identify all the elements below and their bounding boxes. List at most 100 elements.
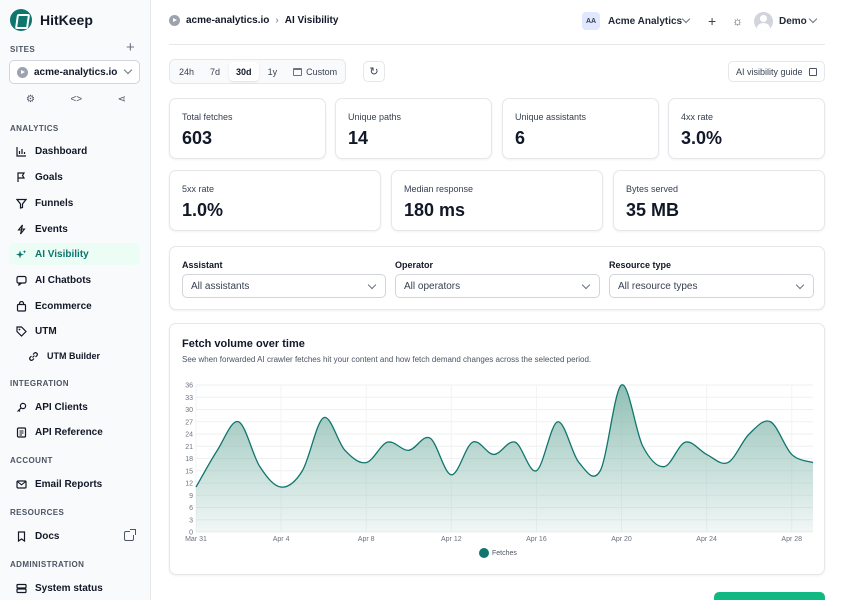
share-icon[interactable]: ⋖	[117, 94, 126, 105]
top-bar: acme-analytics.io › AI Visibility AA Acm…	[151, 0, 844, 45]
brand[interactable]: HitKeep	[10, 9, 93, 31]
stat-value: 6	[515, 128, 526, 148]
legend-swatch	[479, 548, 489, 558]
range-custom-button[interactable]: Custom	[286, 62, 344, 81]
site-selector[interactable]: acme-analytics.io	[9, 60, 140, 84]
sites-section-label: SITES	[10, 45, 36, 54]
range-24h-button[interactable]: 24h	[179, 66, 195, 77]
stat-value: 603	[182, 128, 213, 148]
stat-value: 180 ms	[404, 200, 466, 220]
stat-card-median-response: Median response 180 ms	[391, 170, 603, 231]
chart-legend[interactable]: Fetches	[479, 548, 517, 558]
y-tick-label: 30	[185, 407, 193, 414]
org-name: Acme Analytics	[608, 15, 683, 27]
sidebar-item-events[interactable]: Events	[9, 218, 140, 240]
refresh-button[interactable]: ↻	[363, 61, 385, 82]
code-icon[interactable]: <>	[70, 94, 83, 105]
chevron-down-icon	[681, 14, 691, 24]
sidebar-item-funnels[interactable]: Funnels	[9, 192, 140, 214]
sidebar-item-label: Docs	[35, 530, 60, 542]
org-badge: AA	[582, 12, 600, 30]
stat-label: 4xx rate	[681, 112, 714, 122]
chevron-down-icon	[367, 280, 377, 290]
resource-type-select[interactable]: All resource types	[609, 274, 814, 298]
sidebar-item-email-reports[interactable]: Email Reports	[9, 473, 140, 495]
stat-value: 35 MB	[626, 200, 680, 220]
y-tick-label: 21	[185, 444, 193, 451]
stat-label: 5xx rate	[182, 184, 215, 194]
assistant-select[interactable]: All assistants	[182, 274, 386, 298]
x-tick-label: Apr 12	[441, 536, 462, 543]
y-tick-label: 3	[189, 517, 193, 524]
x-tick-label: Mar 31	[185, 536, 207, 543]
site-favicon-icon	[17, 66, 28, 78]
resource-type-select-value: All resource types	[618, 280, 698, 292]
breadcrumb-site[interactable]: acme-analytics.io	[186, 15, 270, 26]
range-7d-button[interactable]: 7d	[210, 66, 221, 77]
shopping-bag-icon	[16, 300, 27, 312]
breadcrumb: acme-analytics.io › AI Visibility	[169, 15, 338, 26]
mail-icon	[16, 479, 27, 490]
range-1y-button[interactable]: 1y	[267, 66, 278, 77]
theme-toggle-icon[interactable]: ☼	[732, 14, 743, 28]
y-tick-label: 9	[189, 493, 193, 500]
user-menu[interactable]: Demo	[754, 12, 827, 31]
primary-action-button[interactable]	[714, 592, 825, 600]
series-area-fetches	[196, 384, 813, 532]
y-tick-label: 18	[185, 456, 193, 463]
sidebar-item-api-clients[interactable]: API Clients	[9, 396, 140, 418]
sidebar-item-goals[interactable]: Goals	[9, 166, 140, 188]
bolt-icon	[16, 224, 27, 235]
x-tick-label: Apr 24	[696, 536, 717, 543]
analytics-section-label: ANALYTICS	[10, 124, 59, 133]
sidebar-item-dashboard[interactable]: Dashboard	[9, 140, 140, 162]
external-link-icon	[124, 529, 136, 541]
date-range-selector: 24h 7d 30d 1y Custom	[169, 59, 346, 84]
y-tick-label: 0	[189, 530, 193, 537]
brand-name: HitKeep	[40, 12, 93, 28]
stat-card-total-fetches: Total fetches 603	[169, 98, 326, 159]
assistant-select-value: All assistants	[191, 280, 250, 292]
operator-select-value: All operators	[404, 280, 461, 292]
stat-card-unique-assistants: Unique assistants 6	[502, 98, 659, 159]
sidebar-item-label: Goals	[35, 171, 63, 183]
book-icon	[16, 530, 27, 542]
stat-card-5xx-rate: 5xx rate 1.0%	[169, 170, 381, 231]
add-site-icon[interactable]: +	[126, 39, 135, 56]
assistant-filter-label: Assistant	[182, 260, 223, 270]
range-30d-button[interactable]: 30d	[229, 62, 259, 81]
ai-visibility-guide-button[interactable]: AI visibility guide	[728, 61, 825, 82]
settings-icon[interactable]: ⚙	[26, 94, 35, 105]
key-icon	[16, 402, 27, 413]
sidebar-item-api-reference[interactable]: API Reference	[9, 421, 140, 443]
org-switcher[interactable]: AA Acme Analytics	[582, 12, 704, 30]
administration-section-label: ADMINISTRATION	[10, 560, 85, 569]
sidebar-item-label: Events	[35, 223, 68, 235]
stat-label: Total fetches	[182, 112, 233, 122]
legend-label: Fetches	[492, 549, 517, 557]
stat-card-4xx-rate: 4xx rate 3.0%	[668, 98, 825, 159]
sidebar-item-ai-visibility[interactable]: AI Visibility	[9, 243, 140, 265]
breadcrumb-page: AI Visibility	[284, 15, 339, 26]
fetch-volume-chart-card: Fetch volume over time See when forwarde…	[169, 323, 825, 575]
filters-card: Assistant All assistants Operator All op…	[169, 246, 825, 310]
server-icon	[16, 583, 27, 594]
chat-icon	[16, 275, 27, 286]
range-custom-label: Custom	[306, 66, 338, 77]
add-icon[interactable]: +	[708, 13, 717, 29]
sidebar-item-ecommerce[interactable]: Ecommerce	[9, 295, 140, 317]
sidebar-item-utm-builder[interactable]: UTM Builder	[9, 345, 140, 367]
site-name: acme-analytics.io	[34, 66, 118, 78]
series-line-fetches[interactable]	[195, 384, 814, 488]
chevron-down-icon	[123, 65, 133, 75]
sidebar-item-docs[interactable]: Docs	[9, 525, 140, 547]
sidebar-item-ai-chatbots[interactable]: AI Chatbots	[9, 269, 140, 291]
sidebar-item-utm[interactable]: UTM	[9, 320, 140, 342]
sidebar-item-system-status[interactable]: System status	[9, 577, 140, 599]
guide-label: AI visibility guide	[736, 66, 803, 77]
operator-select[interactable]: All operators	[395, 274, 600, 298]
stat-label: Median response	[404, 184, 474, 194]
sidebar-item-label: UTM	[35, 325, 57, 337]
y-tick-label: 33	[185, 395, 193, 402]
sidebar-item-label: Ecommerce	[35, 300, 92, 312]
